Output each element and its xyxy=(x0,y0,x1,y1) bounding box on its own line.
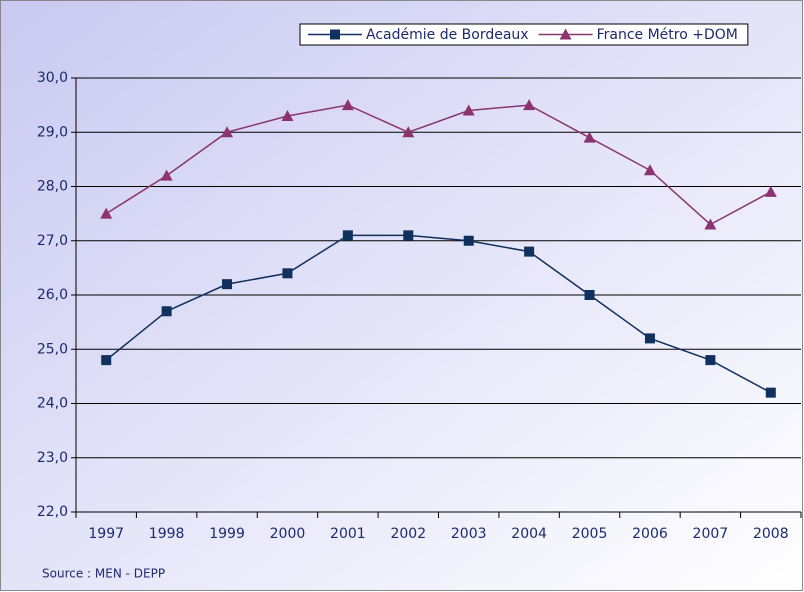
x-tick-label: 2003 xyxy=(451,526,487,542)
x-tick-label: 1998 xyxy=(149,526,185,542)
marker xyxy=(462,104,475,116)
x-tick-label: 1997 xyxy=(88,526,124,542)
marker xyxy=(584,290,595,300)
series-line xyxy=(105,104,772,226)
marker xyxy=(402,126,415,138)
marker xyxy=(221,126,234,138)
legend: Académie de Bordeaux France Métro +DOM xyxy=(299,23,749,46)
y-tick-label: 28,0 xyxy=(37,179,68,195)
y-tick-label: 23,0 xyxy=(37,450,68,466)
x-tick-label: 2002 xyxy=(390,526,426,542)
marker xyxy=(342,230,353,241)
marker xyxy=(764,185,777,197)
marker xyxy=(100,207,113,219)
marker xyxy=(765,387,776,398)
series-line xyxy=(105,234,772,394)
y-tick-label: 22,0 xyxy=(37,504,68,520)
y-tick-label: 25,0 xyxy=(37,341,68,357)
marker xyxy=(403,230,414,241)
x-tick-label: 2001 xyxy=(330,526,366,542)
marker xyxy=(705,355,716,366)
legend-box xyxy=(299,23,749,46)
marker xyxy=(282,268,293,279)
x-tick-label: 2007 xyxy=(693,526,729,542)
y-tick-label: 27,0 xyxy=(37,233,68,249)
marker xyxy=(463,235,474,246)
marker xyxy=(160,169,173,181)
marker xyxy=(341,99,354,111)
marker xyxy=(101,355,112,366)
marker xyxy=(644,333,655,344)
source-note: Source : MEN - DEPP xyxy=(42,567,165,581)
y-tick-label: 30,0 xyxy=(37,70,68,86)
legend-label: France Métro +DOM xyxy=(597,27,738,43)
marker xyxy=(161,306,172,317)
x-tick-label: 2004 xyxy=(511,526,547,542)
marker xyxy=(643,164,656,176)
marker xyxy=(559,28,572,40)
marker xyxy=(704,218,717,230)
x-tick-label: 2008 xyxy=(753,526,789,542)
marker xyxy=(524,246,535,257)
marker xyxy=(583,131,596,143)
x-tick-label: 2000 xyxy=(270,526,306,542)
x-tick-label: 2005 xyxy=(572,526,608,542)
y-tick-label: 26,0 xyxy=(37,287,68,303)
marker xyxy=(281,109,294,121)
marker xyxy=(523,99,536,111)
legend-label: Académie de Bordeaux xyxy=(366,27,529,43)
marker xyxy=(330,29,340,40)
marker xyxy=(222,279,233,290)
x-tick-label: 2006 xyxy=(632,526,668,542)
y-tick-label: 24,0 xyxy=(37,396,68,412)
y-tick-label: 29,0 xyxy=(37,124,68,140)
x-tick-label: 1999 xyxy=(209,526,245,542)
